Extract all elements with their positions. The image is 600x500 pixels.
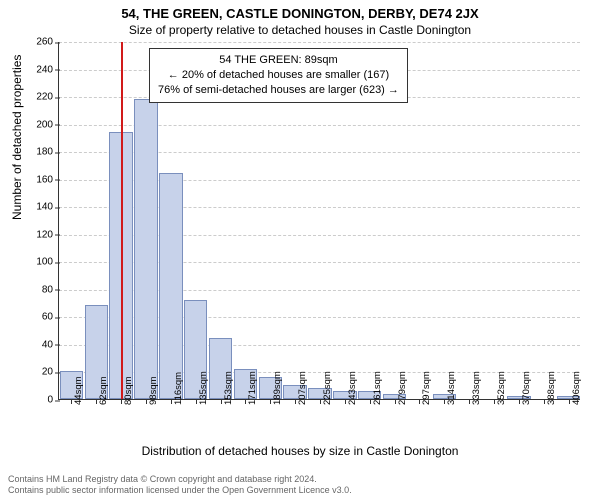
x-tick-label: 80sqm <box>123 376 134 405</box>
x-axis-label: Distribution of detached houses by size … <box>0 444 600 458</box>
x-tick-mark <box>469 399 470 404</box>
x-tick-mark <box>320 399 321 404</box>
x-tick-label: 207sqm <box>297 371 308 405</box>
y-tick-label: 0 <box>47 395 59 406</box>
x-tick-mark <box>345 399 346 404</box>
x-tick-label: 44sqm <box>73 376 84 405</box>
x-tick-label: 116sqm <box>173 372 184 405</box>
gridline <box>59 42 580 43</box>
y-tick-label: 200 <box>36 119 59 130</box>
y-tick-label: 100 <box>36 257 59 268</box>
y-tick-label: 20 <box>42 367 59 378</box>
histogram-bar <box>159 173 182 399</box>
x-tick-mark <box>196 399 197 404</box>
x-tick-label: 243sqm <box>347 371 358 405</box>
histogram-bar <box>134 99 157 399</box>
x-tick-label: 189sqm <box>272 371 283 405</box>
x-tick-label: 406sqm <box>571 371 582 405</box>
x-tick-label: 370sqm <box>521 371 532 405</box>
x-tick-label: 333sqm <box>471 371 482 405</box>
y-tick-label: 120 <box>36 229 59 240</box>
x-tick-label: 62sqm <box>98 376 109 405</box>
x-tick-label: 98sqm <box>148 376 159 405</box>
x-tick-label: 297sqm <box>421 371 432 405</box>
footer-line-2: Contains public sector information licen… <box>8 485 592 496</box>
x-tick-label: 171sqm <box>247 371 258 405</box>
x-tick-label: 261sqm <box>372 371 383 405</box>
x-tick-mark <box>370 399 371 404</box>
footer-attribution: Contains HM Land Registry data © Crown c… <box>8 474 592 497</box>
annotation-line-3: 76% of semi-detached houses are larger (… <box>158 83 399 98</box>
x-tick-mark <box>569 399 570 404</box>
x-tick-mark <box>494 399 495 404</box>
reference-line <box>121 42 123 399</box>
y-tick-label: 240 <box>36 64 59 75</box>
x-tick-mark <box>544 399 545 404</box>
y-tick-label: 180 <box>36 147 59 158</box>
x-tick-mark <box>395 399 396 404</box>
x-tick-mark <box>519 399 520 404</box>
x-tick-mark <box>171 399 172 404</box>
y-tick-label: 80 <box>42 284 59 295</box>
x-tick-label: 279sqm <box>397 371 408 405</box>
y-tick-label: 160 <box>36 174 59 185</box>
x-tick-label: 153sqm <box>223 371 234 405</box>
annotation-box: 54 THE GREEN: 89sqm ← 20% of detached ho… <box>149 48 408 103</box>
annotation-line-1: 54 THE GREEN: 89sqm <box>158 53 399 68</box>
x-tick-label: 388sqm <box>546 371 557 405</box>
y-axis-label: Number of detached properties <box>10 55 24 220</box>
x-tick-mark <box>295 399 296 404</box>
x-tick-label: 352sqm <box>496 371 507 405</box>
y-tick-label: 220 <box>36 92 59 103</box>
x-tick-mark <box>146 399 147 404</box>
y-tick-label: 140 <box>36 202 59 213</box>
x-tick-label: 225sqm <box>322 371 333 405</box>
chart-title-sub: Size of property relative to detached ho… <box>0 21 600 37</box>
x-tick-label: 314sqm <box>446 371 457 405</box>
chart-title-main: 54, THE GREEN, CASTLE DONINGTON, DERBY, … <box>0 0 600 21</box>
y-tick-label: 40 <box>42 339 59 350</box>
y-tick-label: 260 <box>36 37 59 48</box>
x-tick-mark <box>221 399 222 404</box>
y-tick-label: 60 <box>42 312 59 323</box>
annotation-line-2: ← 20% of detached houses are smaller (16… <box>158 68 399 83</box>
footer-line-1: Contains HM Land Registry data © Crown c… <box>8 474 592 485</box>
x-tick-label: 135sqm <box>198 371 209 405</box>
chart-plot-area: 02040608010012014016018020022024026044sq… <box>58 42 580 400</box>
x-tick-mark <box>121 399 122 404</box>
